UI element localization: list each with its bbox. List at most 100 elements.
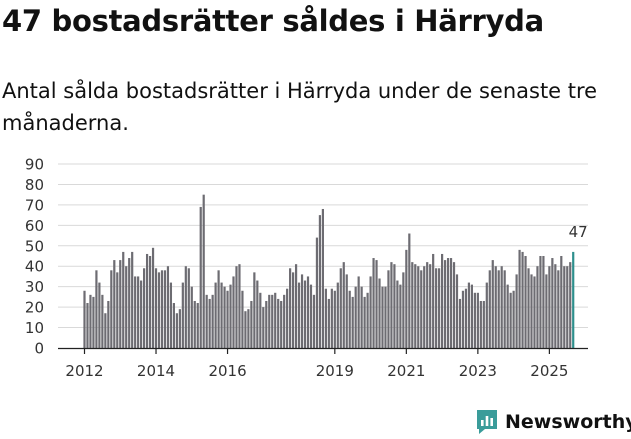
bar xyxy=(324,288,327,348)
bar-latest xyxy=(572,251,575,348)
bar xyxy=(423,266,426,348)
bar xyxy=(306,276,310,348)
bar xyxy=(333,290,336,348)
bar xyxy=(482,300,485,348)
bar xyxy=(470,284,473,348)
bar xyxy=(569,262,572,348)
bar xyxy=(557,270,560,348)
y-tick-label: 30 xyxy=(25,278,44,296)
bar xyxy=(277,298,280,348)
bar xyxy=(175,313,178,348)
bar xyxy=(211,294,214,348)
bar xyxy=(89,294,92,348)
bar xyxy=(369,276,372,348)
y-tick-label: 70 xyxy=(25,196,44,214)
bar xyxy=(411,262,414,348)
bar xyxy=(524,256,527,348)
bar xyxy=(449,258,453,348)
bar xyxy=(193,300,196,348)
bar xyxy=(256,280,259,348)
bar xyxy=(554,264,557,348)
y-tick-label: 80 xyxy=(25,176,44,194)
bar xyxy=(318,215,322,348)
bar xyxy=(83,290,86,348)
bar xyxy=(98,282,101,348)
bar xyxy=(357,276,360,348)
bar xyxy=(280,300,283,348)
bar xyxy=(348,290,351,348)
bar xyxy=(515,274,518,348)
bar xyxy=(184,266,187,348)
bar xyxy=(116,272,119,348)
bar xyxy=(393,264,396,348)
bar xyxy=(250,300,253,348)
newsworthy-icon xyxy=(477,410,497,434)
bar xyxy=(527,268,530,348)
bar xyxy=(458,298,462,348)
bar xyxy=(286,288,289,348)
bar xyxy=(274,292,277,348)
bar xyxy=(107,300,110,348)
x-tick-label: 2021 xyxy=(387,362,425,380)
bar xyxy=(95,270,98,348)
bar xyxy=(336,282,339,348)
bar xyxy=(303,280,307,348)
bar xyxy=(441,253,444,348)
bar xyxy=(143,268,146,348)
bar xyxy=(467,282,471,348)
bar xyxy=(446,258,450,348)
bar xyxy=(190,286,193,348)
bar xyxy=(390,262,393,348)
bar xyxy=(363,296,366,348)
bar xyxy=(113,260,116,348)
bar xyxy=(551,258,554,348)
bar xyxy=(339,268,342,348)
brand-name: Newsworthy xyxy=(505,411,631,433)
bar xyxy=(354,286,357,348)
bar xyxy=(408,233,411,348)
bar xyxy=(160,270,164,348)
bar xyxy=(455,274,459,348)
bar xyxy=(163,270,167,348)
bar xyxy=(518,249,521,348)
bar xyxy=(104,313,107,348)
bar xyxy=(345,274,348,348)
bar xyxy=(220,282,223,348)
bar xyxy=(140,280,143,348)
y-axis-tick-labels: 0 10 20 30 40 50 60 70 80 90 xyxy=(25,156,44,358)
bar xyxy=(145,253,149,348)
bar xyxy=(268,294,271,348)
bar xyxy=(169,282,173,348)
bar xyxy=(101,294,104,348)
bar xyxy=(506,284,509,348)
bar xyxy=(253,272,256,348)
bar xyxy=(491,260,494,348)
bar xyxy=(265,300,268,348)
bar xyxy=(235,266,238,348)
bar xyxy=(432,253,435,348)
bar xyxy=(202,194,205,348)
y-tick-label: 60 xyxy=(25,217,44,235)
bar xyxy=(566,266,569,348)
bar xyxy=(536,266,539,348)
bar xyxy=(217,270,220,348)
bar xyxy=(297,282,301,348)
bar xyxy=(86,303,89,348)
bar xyxy=(399,284,402,348)
bar xyxy=(92,296,95,348)
bar xyxy=(181,282,184,348)
bar xyxy=(443,260,447,348)
bar xyxy=(241,290,244,348)
bar xyxy=(110,270,113,348)
bar xyxy=(539,256,542,348)
bar xyxy=(312,294,316,348)
bar xyxy=(360,286,363,348)
bar xyxy=(381,286,384,348)
bar xyxy=(426,262,429,348)
bar xyxy=(247,309,250,348)
bar xyxy=(438,268,441,348)
newsworthy-logo[interactable]: Newsworthy xyxy=(475,408,631,436)
bar xyxy=(351,296,354,348)
bar xyxy=(187,268,190,348)
bar xyxy=(545,274,548,348)
